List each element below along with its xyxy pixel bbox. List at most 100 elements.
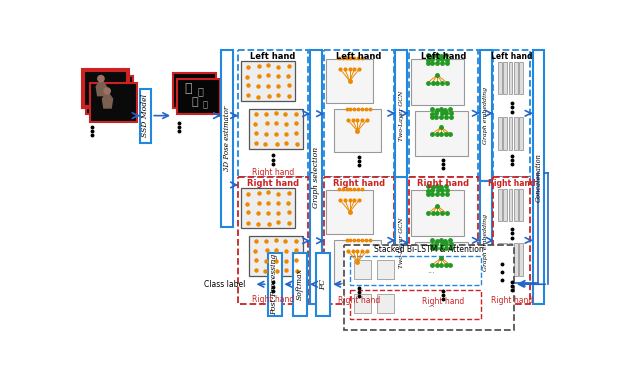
FancyBboxPatch shape [509,189,513,221]
FancyBboxPatch shape [415,242,467,286]
FancyBboxPatch shape [396,50,407,181]
Circle shape [103,87,111,95]
FancyBboxPatch shape [493,177,531,304]
FancyBboxPatch shape [293,253,307,316]
FancyBboxPatch shape [221,50,233,227]
FancyBboxPatch shape [355,294,371,313]
FancyBboxPatch shape [396,177,407,308]
Text: Right hand: Right hand [338,296,380,305]
Text: 3D Pose estimator: 3D Pose estimator [223,106,231,171]
FancyBboxPatch shape [532,50,544,304]
Text: ⌖: ⌖ [191,97,198,107]
FancyBboxPatch shape [90,83,136,122]
FancyBboxPatch shape [503,189,507,221]
FancyBboxPatch shape [316,253,330,316]
Text: Concatenation: Concatenation [534,153,543,201]
FancyBboxPatch shape [241,61,296,101]
Text: SSD Model: SSD Model [141,94,150,137]
FancyBboxPatch shape [503,244,507,276]
Text: ⌖: ⌖ [197,86,203,96]
FancyBboxPatch shape [503,62,507,94]
FancyBboxPatch shape [408,50,478,177]
FancyBboxPatch shape [310,50,322,304]
Text: Right hand: Right hand [247,179,299,188]
FancyBboxPatch shape [326,59,373,103]
FancyBboxPatch shape [520,62,524,94]
FancyBboxPatch shape [177,80,220,114]
FancyBboxPatch shape [520,244,524,276]
FancyBboxPatch shape [480,50,492,181]
FancyBboxPatch shape [324,177,394,304]
FancyBboxPatch shape [415,111,467,156]
Text: Left hand: Left hand [491,52,532,61]
FancyBboxPatch shape [498,62,502,94]
Text: Right hand: Right hand [422,298,465,306]
FancyBboxPatch shape [334,110,381,152]
FancyBboxPatch shape [498,244,502,276]
Text: Right hand: Right hand [490,296,532,305]
FancyBboxPatch shape [334,240,381,283]
FancyBboxPatch shape [411,59,463,105]
Text: ...: ... [427,266,435,275]
FancyBboxPatch shape [238,177,308,304]
FancyBboxPatch shape [83,69,129,108]
FancyBboxPatch shape [493,50,531,177]
FancyBboxPatch shape [241,188,296,228]
Text: Right hand: Right hand [488,179,536,188]
Text: Graph embedding: Graph embedding [483,214,488,271]
FancyBboxPatch shape [480,181,492,304]
Text: Right hand: Right hand [417,179,470,188]
FancyBboxPatch shape [514,244,518,276]
FancyBboxPatch shape [520,189,524,221]
FancyBboxPatch shape [514,62,518,94]
FancyBboxPatch shape [84,71,127,107]
FancyBboxPatch shape [355,261,371,279]
Text: Left hand: Left hand [420,52,466,61]
FancyBboxPatch shape [498,117,502,149]
FancyBboxPatch shape [509,62,513,94]
Circle shape [97,75,105,83]
Text: ⌖: ⌖ [185,82,192,95]
FancyBboxPatch shape [411,190,463,236]
Text: Left hand: Left hand [250,52,296,61]
FancyBboxPatch shape [514,117,518,149]
Text: Stacked Bi-LSTM & Attention: Stacked Bi-LSTM & Attention [374,245,484,254]
Text: Softmax: Softmax [296,268,304,300]
FancyBboxPatch shape [324,50,394,177]
FancyBboxPatch shape [173,73,216,108]
FancyBboxPatch shape [514,189,518,221]
FancyBboxPatch shape [344,245,514,330]
Text: Right hand: Right hand [252,168,294,177]
Polygon shape [102,93,113,109]
FancyBboxPatch shape [349,290,481,319]
FancyBboxPatch shape [268,253,282,316]
FancyBboxPatch shape [498,189,502,221]
FancyBboxPatch shape [86,76,132,114]
FancyBboxPatch shape [140,89,151,142]
Text: Class label: Class label [204,280,246,289]
FancyBboxPatch shape [326,190,373,234]
Text: Right hand: Right hand [333,179,385,188]
Text: Graph selection: Graph selection [312,147,320,208]
FancyBboxPatch shape [408,177,478,304]
FancyBboxPatch shape [349,256,481,285]
Text: ...: ... [427,300,435,309]
FancyBboxPatch shape [377,261,394,279]
Text: Graph embedding: Graph embedding [483,87,488,144]
FancyBboxPatch shape [238,50,308,177]
FancyBboxPatch shape [509,244,513,276]
FancyBboxPatch shape [377,294,394,313]
FancyBboxPatch shape [249,109,303,149]
FancyBboxPatch shape [520,117,524,149]
FancyBboxPatch shape [509,117,513,149]
Polygon shape [95,81,107,96]
Text: Post-Processing: Post-Processing [271,254,278,315]
FancyBboxPatch shape [249,236,303,276]
Text: Two-Layer GCN: Two-Layer GCN [399,90,404,141]
Text: Left hand: Left hand [336,52,381,61]
Text: ⌖: ⌖ [203,100,208,109]
Text: Right hand: Right hand [252,295,294,304]
Text: Two-Layer GCN: Two-Layer GCN [399,217,404,268]
Text: FC: FC [319,279,327,290]
FancyBboxPatch shape [503,117,507,149]
